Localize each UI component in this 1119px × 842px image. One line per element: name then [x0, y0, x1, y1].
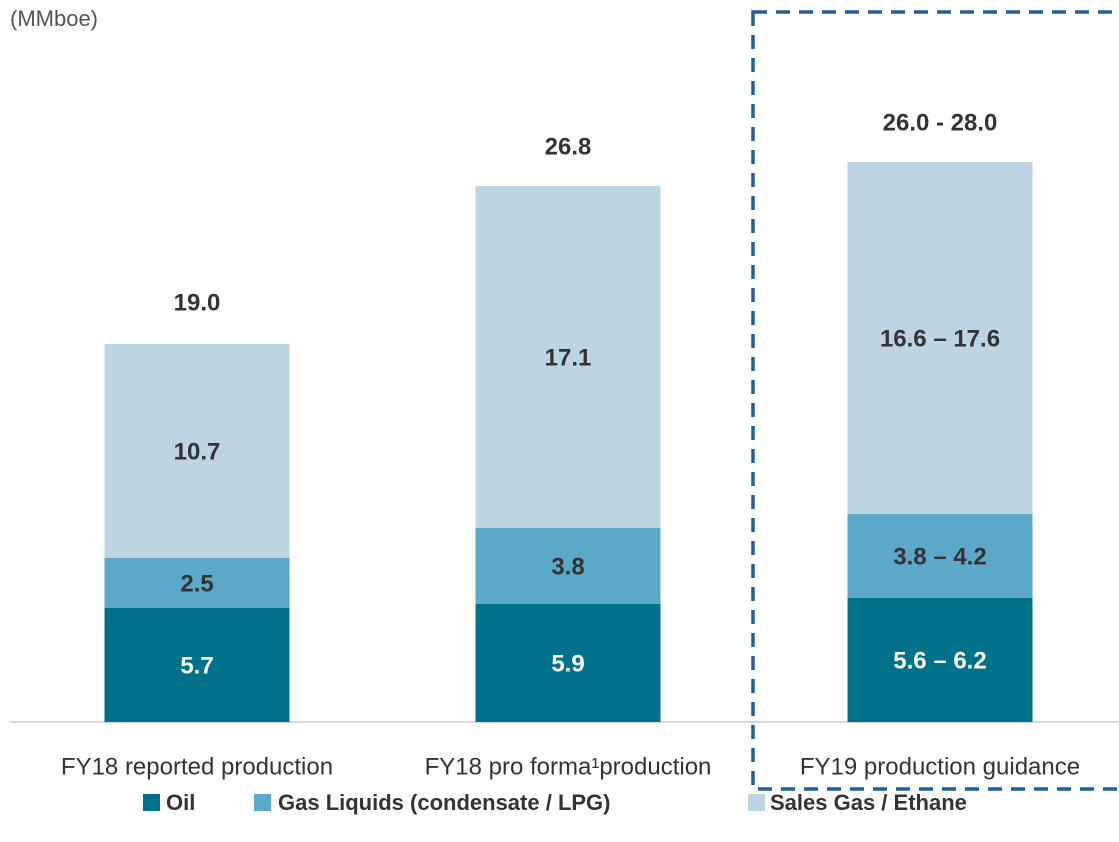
data-label: 2.5 — [180, 570, 213, 597]
data-label: 5.6 – 6.2 — [893, 647, 986, 674]
bar-segment — [104, 558, 290, 608]
bar-segment — [847, 514, 1033, 598]
bar-segment — [104, 344, 290, 558]
legend-label: Oil — [166, 790, 195, 815]
bar-segment — [847, 598, 1033, 722]
legend-swatch — [143, 794, 160, 811]
bar-segment — [475, 528, 661, 604]
data-label: 10.7 — [174, 438, 221, 465]
legend-label: Sales Gas / Ethane — [770, 790, 967, 815]
total-label: 19.0 — [174, 289, 221, 316]
bar-segment — [104, 608, 290, 722]
legend-swatch — [254, 794, 271, 811]
y-axis-label: (MMboe) — [10, 6, 98, 31]
bar-segment — [475, 186, 661, 528]
data-label: 5.7 — [180, 652, 213, 679]
x-tick-label: FY18 reported production — [61, 753, 333, 780]
total-label: 26.0 - 28.0 — [883, 109, 998, 136]
legend-swatch — [748, 794, 765, 811]
highlight-box — [751, 10, 1119, 791]
data-label: 3.8 – 4.2 — [893, 543, 986, 570]
bar-segment — [847, 162, 1033, 514]
bar-segment — [475, 604, 661, 722]
legend-label: Gas Liquids (condensate / LPG) — [278, 790, 611, 815]
total-label: 26.8 — [545, 133, 592, 160]
data-label: 3.8 — [551, 553, 584, 580]
x-tick-label: FY19 production guidance — [800, 753, 1080, 780]
data-label: 5.9 — [551, 650, 584, 677]
data-label: 16.6 – 17.6 — [880, 325, 1000, 352]
x-tick-label: FY18 pro forma¹production — [425, 753, 712, 780]
data-label: 17.1 — [545, 344, 592, 371]
